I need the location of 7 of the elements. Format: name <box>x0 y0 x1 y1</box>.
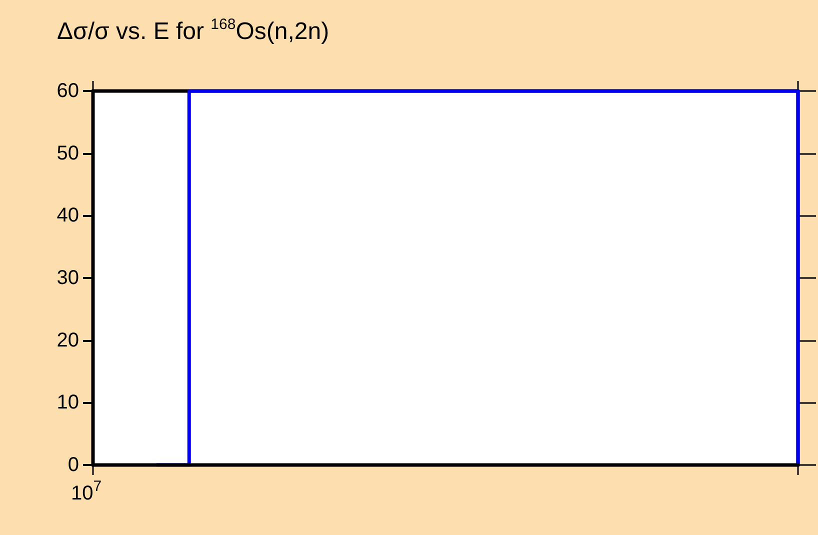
y-tick-label: 20 <box>56 329 79 352</box>
y-tick-label: 0 <box>68 454 79 476</box>
y-tick-label: 50 <box>56 142 79 164</box>
y-tick-label: 10 <box>56 392 79 414</box>
y-tick-label: 40 <box>56 204 79 227</box>
y-tick-label: 30 <box>56 267 79 289</box>
y-tick-label: 60 <box>56 80 79 102</box>
